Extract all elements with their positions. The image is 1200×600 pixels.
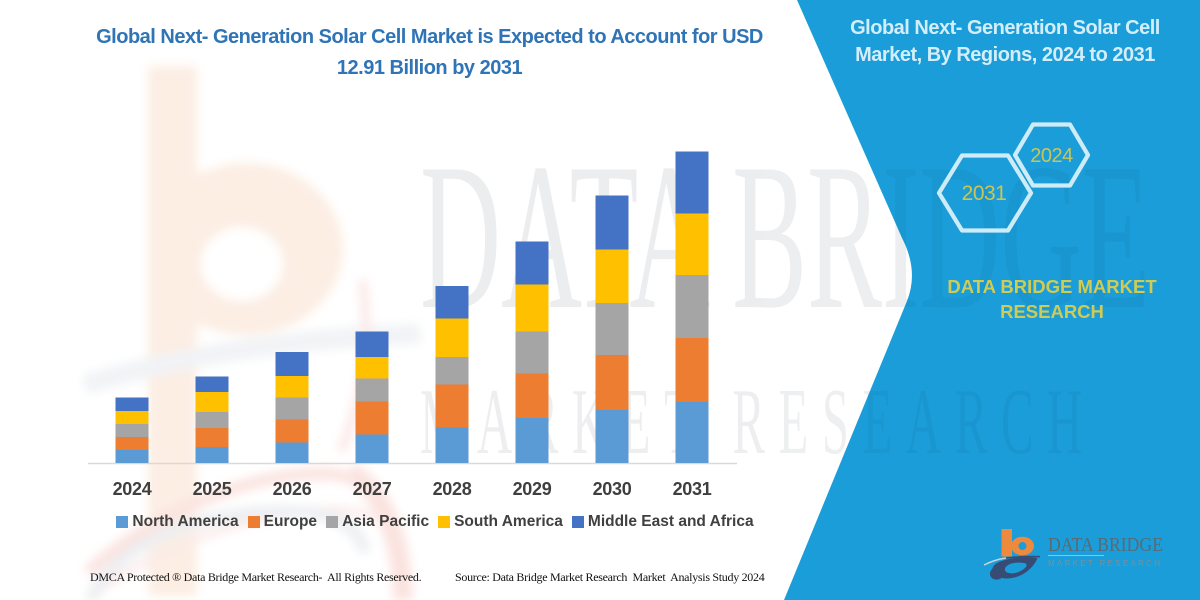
svg-text:MARKET RESEARCH: MARKET RESEARCH xyxy=(1048,559,1160,568)
svg-text:DATA BRIDGE: DATA BRIDGE xyxy=(1048,534,1163,556)
svg-text:MARKET RESEARCH: MARKET RESEARCH xyxy=(420,370,1096,474)
svg-text:DATA BRIDGE: DATA BRIDGE xyxy=(420,121,1150,353)
svg-text:2024: 2024 xyxy=(1030,145,1073,167)
svg-text:2031: 2031 xyxy=(962,182,1007,205)
